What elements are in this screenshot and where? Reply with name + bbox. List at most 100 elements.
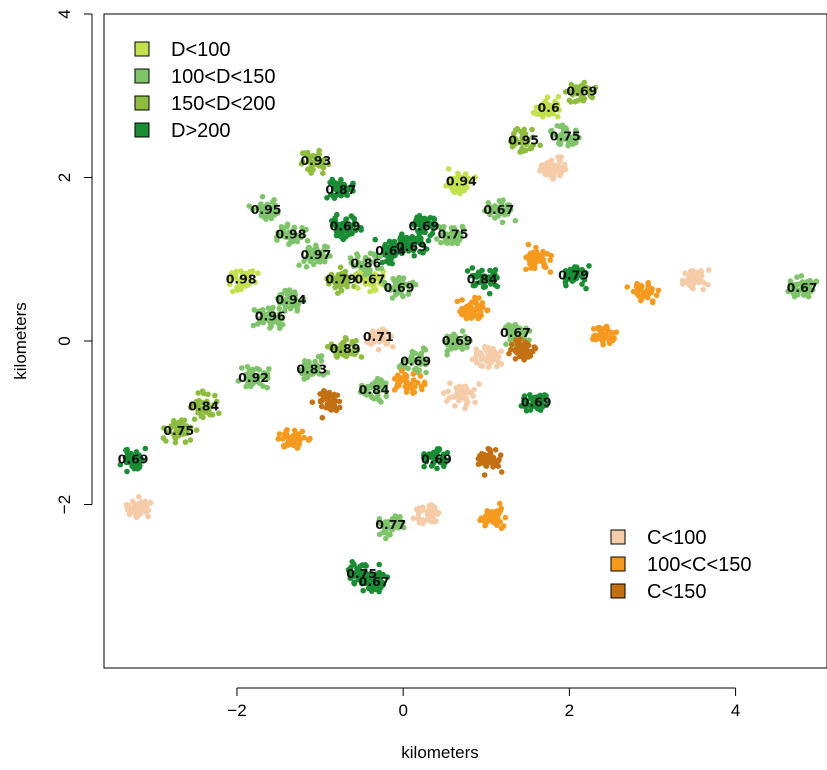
point (450, 239, 457, 246)
point (375, 576, 382, 582)
point (591, 333, 597, 339)
point (374, 385, 381, 391)
cluster-label: 0.69 (409, 219, 440, 234)
point (533, 110, 539, 117)
point (353, 262, 360, 269)
point (187, 424, 194, 431)
point (492, 203, 498, 209)
point (457, 174, 464, 181)
point (290, 442, 297, 449)
point (274, 234, 280, 240)
x-tick-label: 4 (731, 701, 740, 720)
point (537, 168, 543, 174)
point (573, 127, 579, 134)
point (624, 284, 630, 290)
point (135, 512, 142, 519)
point (787, 284, 794, 290)
point (163, 438, 169, 444)
point (454, 298, 461, 305)
cluster-label: 0.84 (467, 272, 498, 287)
point (508, 341, 515, 348)
point (597, 332, 604, 338)
point (385, 253, 391, 260)
legend-swatch (134, 41, 150, 57)
point (698, 268, 704, 274)
point (410, 279, 416, 286)
point (285, 233, 292, 240)
point (347, 573, 354, 579)
point (567, 270, 573, 277)
cluster-2 (187, 388, 222, 423)
x-tick-label: 2 (565, 701, 574, 720)
point (388, 285, 395, 292)
point (272, 212, 278, 218)
point (416, 367, 423, 374)
point (794, 274, 800, 280)
cluster-13 (324, 264, 360, 297)
point (420, 520, 426, 527)
point (295, 232, 301, 239)
point (389, 517, 396, 523)
point (300, 232, 307, 239)
point (355, 577, 362, 583)
point (230, 288, 236, 295)
point (533, 395, 539, 402)
cluster-label: 0.84 (188, 398, 219, 413)
point (194, 400, 200, 407)
point (473, 274, 480, 280)
point (368, 572, 375, 579)
point (705, 267, 712, 273)
point (497, 500, 503, 507)
point (561, 127, 567, 133)
cluster-32 (530, 93, 562, 120)
y-tick-label: 4 (55, 9, 74, 18)
cluster-11 (275, 287, 307, 314)
point (382, 524, 388, 530)
x-tick-label: 0 (398, 701, 407, 720)
point (238, 365, 245, 371)
point (410, 378, 417, 384)
point (350, 188, 356, 194)
point (438, 239, 444, 246)
point (433, 236, 440, 242)
point (459, 388, 465, 395)
point (326, 281, 332, 287)
point (371, 273, 377, 280)
point (537, 142, 543, 149)
point (336, 398, 343, 405)
point (581, 277, 588, 283)
point (420, 345, 427, 351)
point (367, 582, 373, 589)
point (395, 245, 402, 252)
point (600, 341, 606, 348)
point (570, 141, 576, 147)
point (421, 463, 427, 470)
point (243, 383, 249, 390)
point (506, 350, 512, 357)
point (388, 333, 394, 340)
point (278, 224, 285, 230)
point (323, 254, 330, 260)
point (554, 105, 560, 112)
point (545, 102, 552, 109)
cluster-34 (548, 122, 582, 149)
legend-label: 100<D<150 (171, 66, 276, 88)
point (562, 89, 569, 95)
cluster-5 (324, 335, 365, 360)
point (459, 346, 466, 352)
point (376, 516, 383, 522)
point (472, 399, 478, 406)
point (435, 446, 442, 453)
cluster-label: 0.75 (438, 227, 469, 242)
cluster-53 (477, 500, 509, 532)
y-axis: −2 0 2 4 (55, 9, 93, 514)
cluster-26 (433, 223, 467, 247)
point (481, 284, 488, 291)
cluster-46 (469, 343, 505, 370)
point (320, 160, 326, 166)
point (502, 514, 509, 521)
point (291, 427, 298, 434)
point (325, 161, 332, 168)
point (207, 412, 213, 418)
point (392, 281, 399, 287)
